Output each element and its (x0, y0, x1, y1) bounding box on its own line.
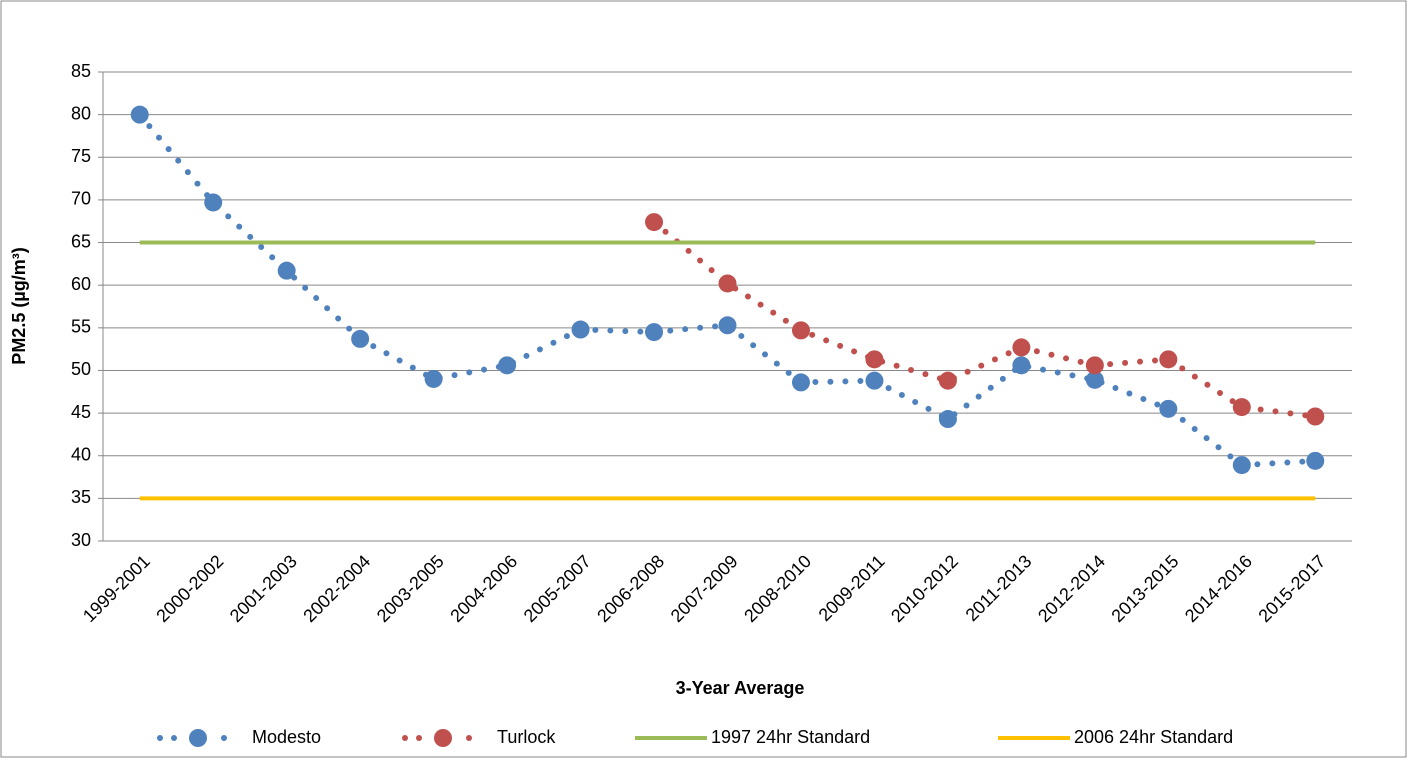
data-point (351, 329, 370, 348)
data-point (498, 356, 517, 375)
data-point (1306, 451, 1325, 470)
legend-dot (157, 735, 163, 741)
data-point (1159, 350, 1178, 369)
data-point (1306, 407, 1325, 426)
data-point (130, 105, 149, 124)
data-point (865, 350, 884, 369)
data-point (1232, 398, 1251, 417)
data-point (1159, 399, 1178, 418)
data-point (938, 410, 957, 429)
data-point (204, 193, 223, 212)
data-point (1012, 356, 1031, 375)
legend-label: 1997 24hr Standard (711, 727, 870, 747)
legend-dot (221, 735, 227, 741)
data-point (718, 274, 737, 293)
data-point (424, 369, 443, 388)
legend-label: Turlock (497, 727, 556, 747)
legend-dot (466, 735, 472, 741)
legend-dot (171, 735, 177, 741)
data-point (1012, 338, 1031, 357)
y-tick-label: 60 (71, 274, 91, 294)
y-tick-label: 45 (71, 402, 91, 422)
x-axis-title: 3-Year Average (676, 678, 805, 698)
y-tick-label: 55 (71, 317, 91, 337)
y-tick-label: 50 (71, 359, 91, 379)
y-tick-label: 70 (71, 189, 91, 209)
data-point (791, 373, 810, 392)
data-point (277, 261, 296, 280)
legend-dot (402, 735, 408, 741)
y-tick-label: 35 (71, 487, 91, 507)
legend-marker (189, 729, 207, 747)
y-axis-title: PM2.5 (µg/m³) (9, 247, 29, 364)
legend-label: 2006 24hr Standard (1074, 727, 1233, 747)
y-tick-label: 65 (71, 231, 91, 251)
legend-label: Modesto (252, 727, 321, 747)
data-point (1085, 356, 1104, 375)
series-line (651, 219, 1319, 420)
y-tick-label: 85 (71, 61, 91, 81)
legend-dot (416, 735, 422, 741)
data-point (1085, 370, 1104, 389)
y-tick-label: 75 (71, 146, 91, 166)
y-tick-label: 80 (71, 103, 91, 123)
legend-marker (434, 729, 452, 747)
y-tick-label: 40 (71, 444, 91, 464)
data-point (718, 316, 737, 335)
data-point (1232, 456, 1251, 475)
y-tick-label: 30 (71, 530, 91, 550)
data-point (645, 213, 664, 232)
data-point (791, 321, 810, 340)
data-point (571, 320, 590, 339)
data-point (938, 371, 957, 390)
data-point (645, 323, 664, 342)
data-point (865, 371, 884, 390)
